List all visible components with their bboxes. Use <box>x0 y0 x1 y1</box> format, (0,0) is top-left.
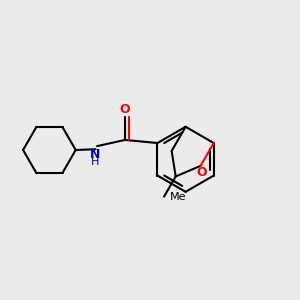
Text: O: O <box>196 166 207 179</box>
Text: N: N <box>90 148 101 161</box>
Text: H: H <box>91 157 100 166</box>
Text: Me: Me <box>169 192 186 202</box>
Text: O: O <box>120 103 130 116</box>
